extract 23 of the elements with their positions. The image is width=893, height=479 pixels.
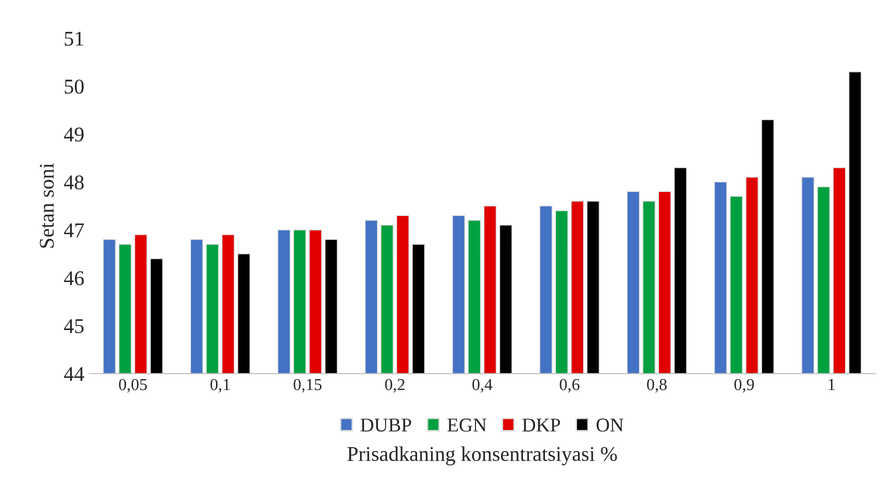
- y-tick-label: 46: [64, 271, 84, 286]
- x-tick-label: 0,15: [294, 378, 322, 393]
- x-tick-label: 0,4: [472, 378, 492, 393]
- y-tick-label: 45: [64, 319, 84, 334]
- x-axis-title: Prisadkaning konsentratsiyasi %: [347, 446, 617, 466]
- y-tick-label: 49: [64, 128, 84, 142]
- x-tick-label: 0,9: [734, 378, 754, 393]
- x-tick-label: 1: [828, 379, 835, 390]
- x-tick-label: 0,2: [385, 378, 404, 393]
- y-tick-label: 48: [64, 175, 84, 190]
- x-tick-label: 0,1: [210, 378, 230, 393]
- x-tick-label: 0,05: [119, 378, 147, 393]
- y-axis-title: Setan soni: [40, 163, 54, 248]
- legend-label: EGN: [447, 418, 486, 432]
- legend-label: DUBP: [360, 418, 412, 432]
- x-tick-label: 0,8: [647, 378, 667, 393]
- y-tick-label: 50: [64, 80, 84, 94]
- y-tick-label: 51: [64, 32, 84, 46]
- y-tick-label: 44: [64, 367, 84, 381]
- legend-label: ON: [596, 418, 624, 432]
- y-tick-label: 47: [64, 223, 84, 238]
- x-tick-label: 0,6: [560, 378, 580, 393]
- legend-label: DKP: [522, 418, 560, 432]
